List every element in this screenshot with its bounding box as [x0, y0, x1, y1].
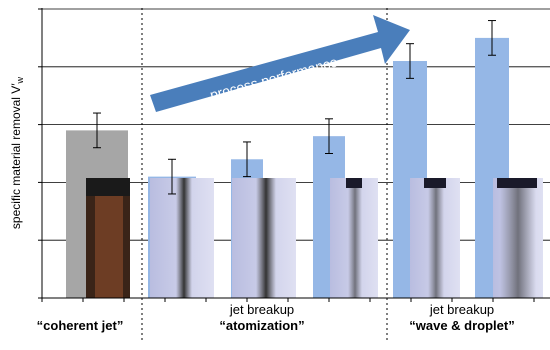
y-label-text: specific material removal V′ — [9, 83, 23, 229]
group-label: “wave & droplet” — [409, 318, 514, 333]
nozzle — [346, 178, 362, 188]
photos — [86, 178, 543, 298]
jet — [176, 178, 192, 298]
group-sublabel: jet breakup — [429, 302, 494, 317]
jet — [95, 196, 123, 298]
nozzle — [424, 178, 446, 188]
jet — [428, 188, 444, 298]
nozzle — [86, 178, 130, 196]
group-sublabel: jet breakup — [229, 302, 294, 317]
jet — [500, 188, 536, 298]
y-axis-label: specific material removal V′w — [9, 76, 25, 229]
group-label: “atomization” — [219, 318, 304, 333]
nozzle — [497, 178, 537, 188]
jet — [256, 178, 276, 298]
jet — [348, 188, 362, 298]
arrow — [150, 15, 410, 112]
group-label: “coherent jet” — [37, 318, 124, 333]
y-label-subscript: w — [15, 76, 25, 84]
